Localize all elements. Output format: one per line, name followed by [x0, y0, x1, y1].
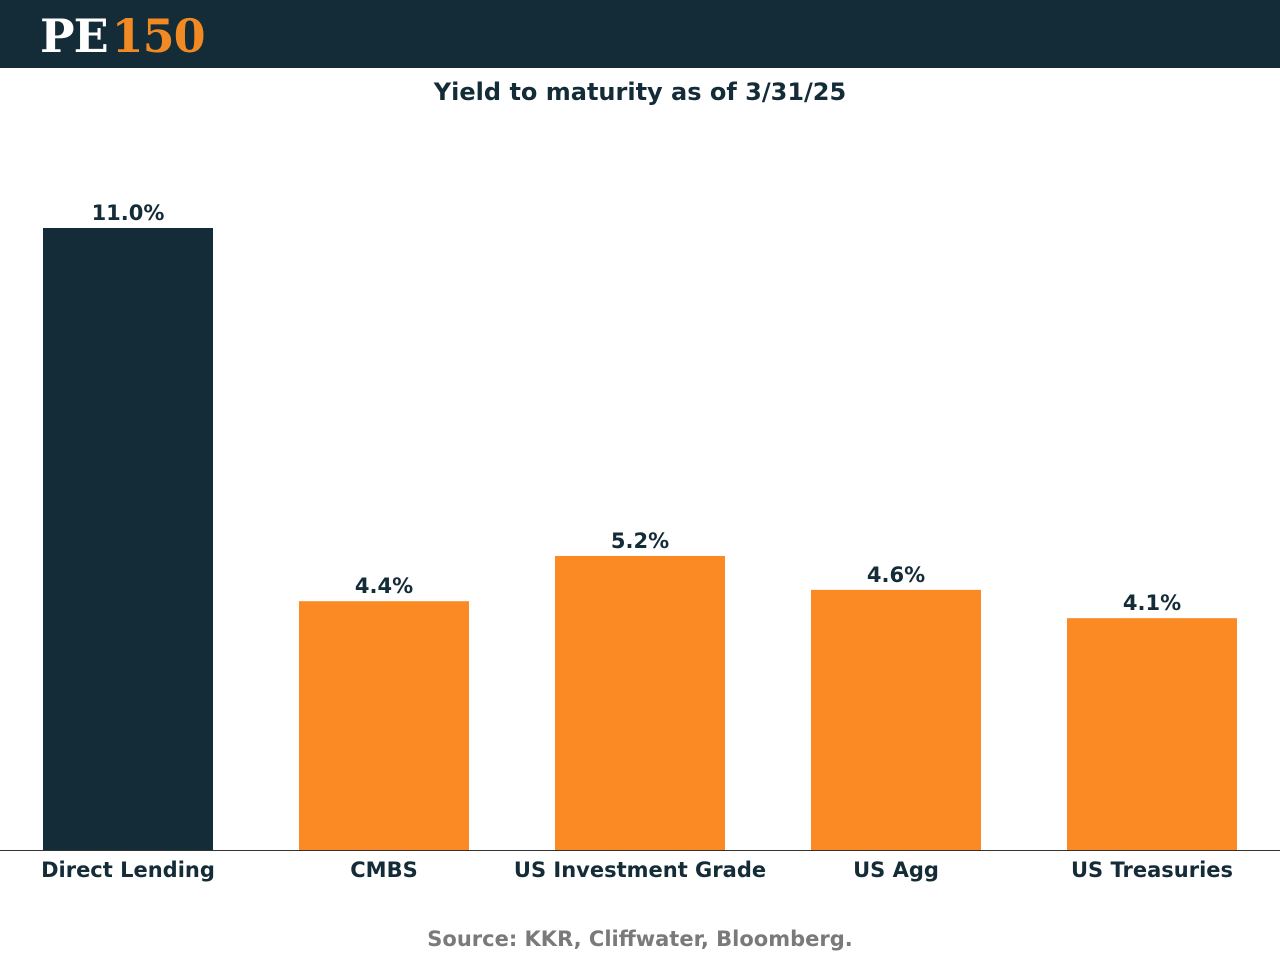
pe150-logo: PE150: [40, 6, 206, 66]
data-label-direct-lending: 11.0%: [92, 201, 165, 225]
bar-direct-lending: [43, 228, 213, 850]
logo-number: 150: [111, 9, 206, 63]
data-label-us-agg: 4.6%: [867, 563, 925, 587]
bar-cmbs: [299, 601, 469, 850]
tick-label-us-investment-grade: US Investment Grade: [514, 858, 766, 882]
data-label-us-investment-grade: 5.2%: [611, 529, 669, 553]
data-label-cmbs: 4.4%: [355, 574, 413, 598]
header-bar: PE150: [0, 0, 1280, 68]
tick-label-cmbs: CMBS: [350, 858, 417, 882]
tick-label-us-treasuries: US Treasuries: [1071, 858, 1233, 882]
logo-prefix: PE: [40, 9, 109, 63]
bar-us-investment-grade: [555, 555, 725, 850]
chart-title: Yield to maturity as of 3/31/25: [433, 78, 847, 106]
tick-label-direct-lending: Direct Lending: [41, 858, 215, 882]
bar-us-treasuries: [1067, 618, 1237, 850]
bar-us-agg: [811, 589, 981, 850]
source-note: Source: KKR, Cliffwater, Bloomberg.: [427, 927, 853, 951]
data-label-us-treasuries: 4.1%: [1123, 591, 1181, 615]
tick-label-us-agg: US Agg: [853, 858, 939, 882]
